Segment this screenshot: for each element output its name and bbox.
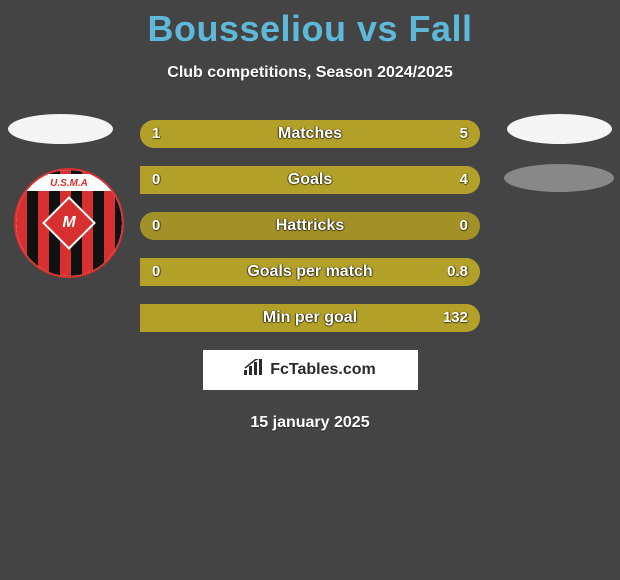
stat-label: Matches xyxy=(140,120,480,148)
page-title: Bousseliou vs Fall xyxy=(0,0,620,50)
stat-bars: 15Matches 04Goals 00Hattricks 00.8Goals per… xyxy=(140,120,480,332)
stat-label: Goals per match xyxy=(140,258,480,286)
stats-area: U.S.M.A M 15Matches 04Goals 00Hattricks 00.… xyxy=(0,120,620,332)
stat-label: Min per goal xyxy=(140,304,480,332)
stat-label: Hattricks xyxy=(140,212,480,240)
stat-row: 132Min per goal xyxy=(140,304,480,332)
badge-label: U.S.M.A xyxy=(16,174,122,191)
subtitle: Club competitions, Season 2024/2025 xyxy=(0,64,620,82)
source-logo-box: FcTables.com xyxy=(203,350,418,390)
player1-club-badge: U.S.M.A M xyxy=(14,168,124,278)
stat-row: 00Hattricks xyxy=(140,212,480,240)
date-line: 15 january 2025 xyxy=(0,414,620,432)
stat-row: 15Matches xyxy=(140,120,480,148)
player1-flag-ellipse xyxy=(8,114,113,144)
bars-icon xyxy=(244,359,266,382)
badge-symbol: M xyxy=(62,214,75,232)
source-logo-text: FcTables.com xyxy=(270,361,376,379)
player2-club-ellipse xyxy=(504,164,614,192)
stat-row: 04Goals xyxy=(140,166,480,194)
comparison-card: Bousseliou vs Fall Club competitions, Se… xyxy=(0,0,620,432)
stat-label: Goals xyxy=(140,166,480,194)
player2-flag-ellipse xyxy=(507,114,612,144)
stat-row: 00.8Goals per match xyxy=(140,258,480,286)
